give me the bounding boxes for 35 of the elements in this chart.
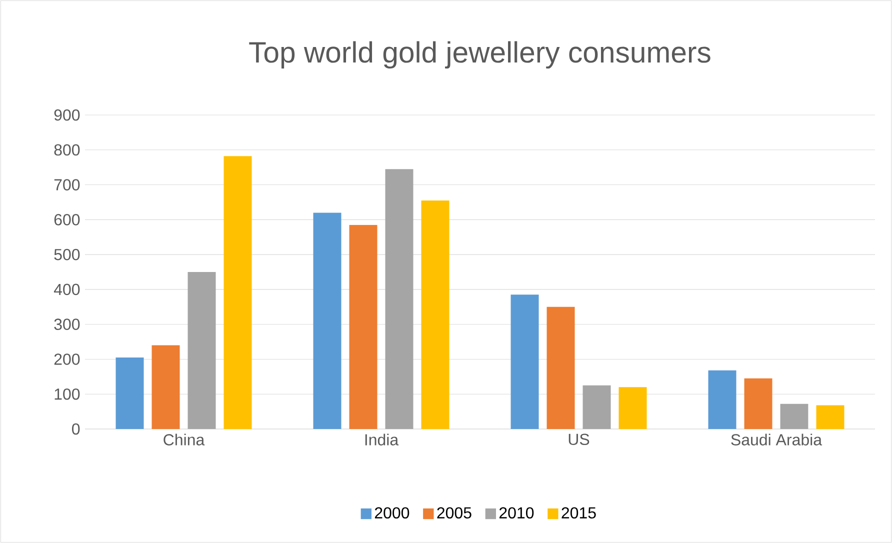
legend-label: 2000 xyxy=(374,507,410,519)
y-tick-label: 300 xyxy=(54,318,80,330)
bar xyxy=(421,200,450,429)
y-tick-label: 100 xyxy=(54,388,80,400)
y-tick-label: 900 xyxy=(54,109,80,121)
bar xyxy=(385,169,414,429)
legend-label: 2015 xyxy=(562,507,596,519)
y-tick-label: 800 xyxy=(54,144,80,156)
bar xyxy=(780,404,808,429)
y-tick-label: 500 xyxy=(54,248,80,260)
x-tick-label: US xyxy=(568,434,590,446)
bar xyxy=(744,378,772,429)
bar xyxy=(349,224,378,429)
bar xyxy=(224,156,252,429)
bar xyxy=(618,387,647,429)
bar xyxy=(816,405,844,429)
x-tick-label: China xyxy=(164,434,205,446)
x-tick-label: India xyxy=(365,434,399,446)
bar xyxy=(188,272,216,429)
bar xyxy=(546,306,575,429)
x-tick-label: Saudi Arabia xyxy=(731,434,822,446)
bar xyxy=(116,357,144,429)
legend-label: 2005 xyxy=(437,507,472,519)
y-tick-label: 200 xyxy=(54,354,80,365)
legend-label: 2010 xyxy=(499,507,534,519)
bar xyxy=(708,370,736,429)
bar xyxy=(510,294,539,429)
y-tick-label: 700 xyxy=(54,179,80,190)
bar xyxy=(582,385,611,429)
y-tick-label: 400 xyxy=(54,284,80,296)
chart-title: Top world gold jewellery consumers xyxy=(249,41,710,69)
y-tick-label: 0 xyxy=(72,423,80,435)
bar xyxy=(152,345,180,429)
bar xyxy=(313,212,342,429)
y-tick-label: 600 xyxy=(54,214,80,226)
